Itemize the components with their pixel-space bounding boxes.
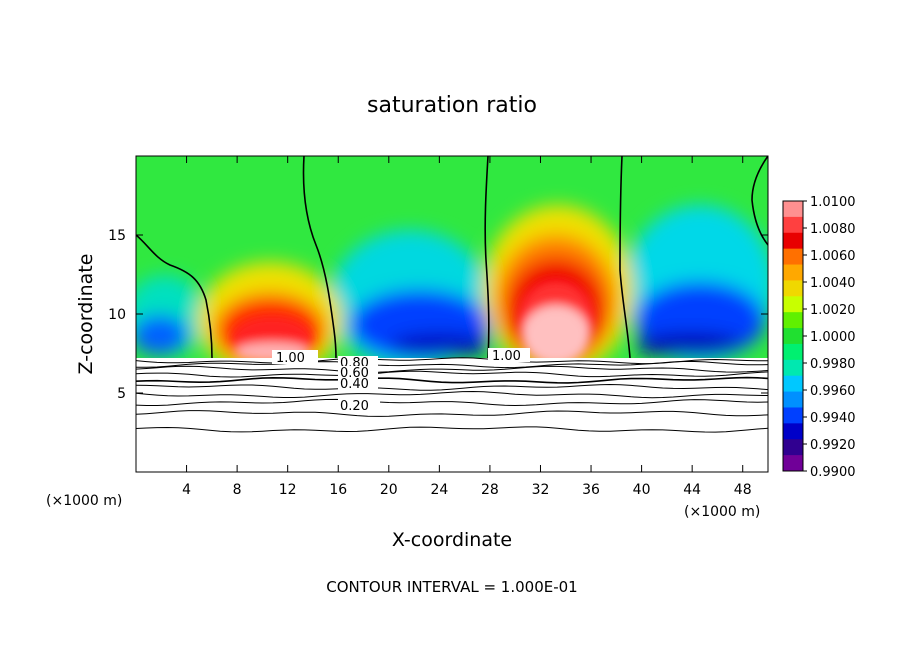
colorbar-label: 0.9960 [810, 384, 856, 399]
contour-level-0.1 [136, 426, 768, 433]
colorbar-label: 1.0100 [810, 195, 856, 210]
contour-label-bg-5 [338, 398, 380, 412]
colorbar-swatch [783, 391, 803, 408]
colorbar-label: 1.0040 [810, 276, 856, 291]
x-tick-label: 44 [683, 482, 701, 498]
plot-area [136, 156, 768, 472]
colorbar-label: 0.9900 [810, 465, 856, 480]
x-axis-ticks: 4 8 12 16 20 24 28 32 36 40 44 48 [182, 156, 752, 498]
y-tick-label: 15 [108, 228, 126, 244]
x-axis-label: X-coordinate [392, 529, 512, 551]
contour-label-6: 1.00 [492, 349, 521, 364]
y-tick-label: 5 [117, 386, 126, 402]
x-tick-label: 24 [430, 482, 448, 498]
colorbar-swatch [783, 375, 803, 393]
x-tick-label: 40 [633, 482, 651, 498]
contour-level-0.5 [136, 383, 768, 391]
blob-blue-left [136, 315, 188, 355]
footer-contour-interval: CONTOUR INTERVAL = 1.000E-01 [326, 578, 577, 596]
contour-label-5: 0.20 [340, 399, 369, 414]
contour-s1-a [136, 234, 213, 359]
colorbar-swatch [783, 359, 803, 377]
colorbar-label: 0.9980 [810, 357, 856, 372]
x-tick-label: 28 [481, 482, 499, 498]
y-axis-label: Z-coordinate [75, 254, 97, 375]
contour-label-bg-3 [338, 366, 378, 378]
colorbar-swatch [783, 248, 803, 266]
colorbar-swatch [783, 423, 803, 440]
contour-level-0.6 [136, 376, 768, 384]
contour-s1-c [484, 156, 490, 359]
saturation-contours [136, 156, 768, 359]
contour-s1-d [619, 156, 631, 359]
contour-level-0.3 [136, 398, 768, 407]
contour-level-0.9 [136, 361, 768, 369]
contour-label-4: 0.40 [340, 377, 369, 392]
colorbar-swatch [783, 328, 803, 345]
colorbar-label: 1.0060 [810, 249, 856, 264]
contour-level-0.7 [136, 370, 768, 378]
colorbar-swatch [783, 296, 803, 313]
contour-label-bg-4 [338, 377, 378, 390]
x-tick-label: 20 [380, 482, 398, 498]
x-tick-label: 4 [182, 482, 191, 498]
colorbar-label: 1.0020 [810, 303, 856, 318]
x-tick-label: 8 [233, 482, 242, 498]
colorbar-swatch [783, 455, 803, 472]
contour-level-0.8 [136, 365, 768, 373]
colorbar: 1.0100 1.0080 1.0060 1.0040 1.0020 1.0000 0.99… [782, 195, 856, 480]
contour-s1-b [302, 156, 337, 359]
y-axis-ticks: 5 10 15 [108, 228, 768, 402]
colorbar-swatch [783, 201, 803, 218]
contour-label-bg-1 [272, 350, 318, 364]
core-pink-2 [522, 305, 590, 365]
contour-label-bg-6 [488, 348, 530, 362]
colorbar-swatch [783, 280, 803, 297]
contour-label-bg-2 [338, 356, 378, 368]
contour-level-0.4 [136, 390, 768, 399]
colorbar-swatch [783, 312, 803, 329]
colorbar-swatch [783, 216, 803, 234]
contour-label-1: 1.00 [276, 351, 305, 366]
x-tick-label: 32 [532, 482, 550, 498]
colorbar-label: 0.9920 [810, 438, 856, 453]
x-tick-label: 36 [582, 482, 600, 498]
colorbar-swatch [783, 343, 803, 361]
colorbar-swatch [783, 407, 803, 424]
x-tick-label: 16 [329, 482, 347, 498]
x-unit-right: (×1000 m) [684, 504, 760, 520]
lower-contours [136, 357, 768, 433]
colorbar-swatch [783, 232, 803, 250]
blob-navy-right [635, 333, 745, 357]
x-unit-left: (×1000 m) [46, 493, 122, 509]
contour-level-0.2 [136, 410, 768, 417]
y-tick-label: 10 [108, 307, 126, 323]
colorbar-swatch [783, 264, 803, 281]
contour-labels: 1.00 0.80 0.60 0.40 0.20 1.00 [272, 348, 530, 414]
x-tick-label: 48 [734, 482, 752, 498]
blob-navy-mid [390, 333, 490, 357]
colorbar-label: 1.0080 [810, 222, 856, 237]
chart-title: saturation ratio [367, 93, 537, 118]
colorbar-label: 1.0000 [810, 330, 856, 345]
colorbar-swatch [783, 439, 803, 456]
x-tick-label: 12 [279, 482, 297, 498]
colorbar-label: 0.9940 [810, 411, 856, 426]
